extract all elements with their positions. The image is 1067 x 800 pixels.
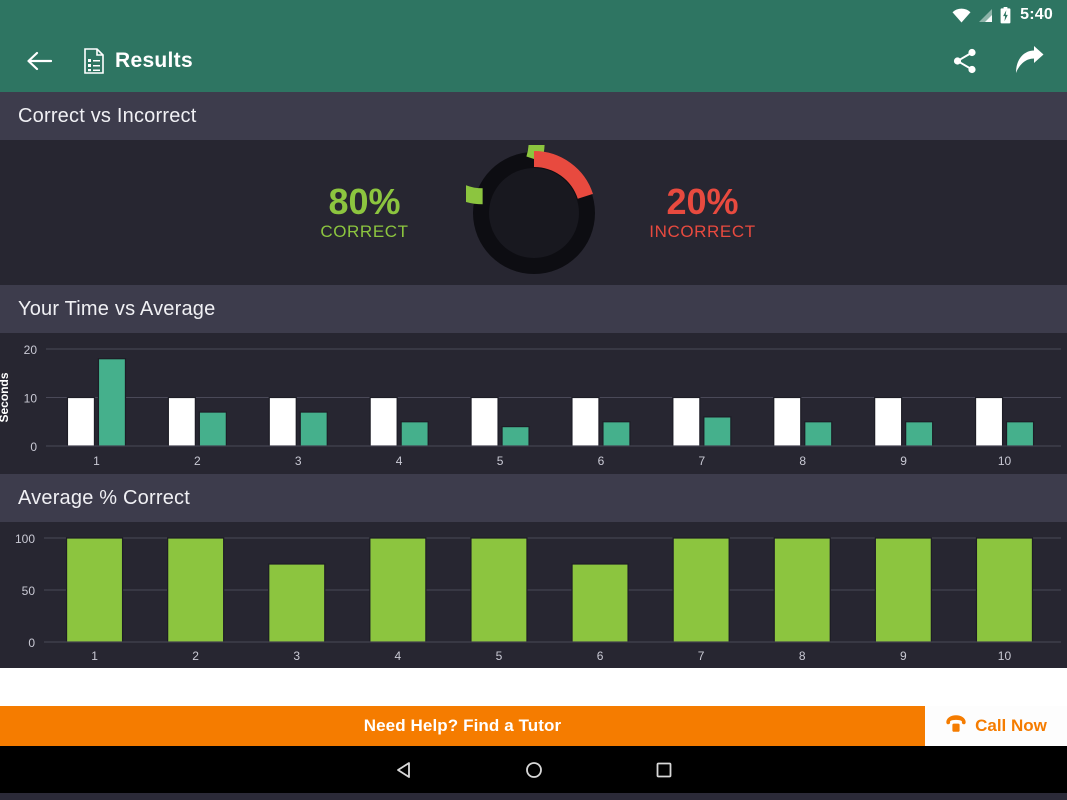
bar bbox=[571, 563, 629, 643]
donut-chart bbox=[465, 144, 602, 281]
y-tick-label: 100 bbox=[15, 532, 35, 546]
bar bbox=[369, 537, 427, 643]
x-tick-label: 4 bbox=[396, 454, 403, 468]
battery-charging-icon bbox=[1000, 6, 1011, 24]
x-tick-label: 2 bbox=[194, 454, 201, 468]
bar bbox=[470, 537, 528, 643]
status-time: 5:40 bbox=[1020, 6, 1053, 23]
bar bbox=[167, 396, 196, 447]
bar bbox=[1005, 421, 1035, 447]
status-bar: 5:40 bbox=[0, 0, 1067, 30]
bar bbox=[874, 396, 903, 447]
x-tick-label: 10 bbox=[998, 649, 1012, 663]
bar bbox=[703, 416, 732, 447]
x-tick-label: 9 bbox=[900, 649, 907, 663]
bar bbox=[571, 396, 600, 447]
x-tick-label: 1 bbox=[91, 649, 98, 663]
incorrect-percent: 20% bbox=[666, 180, 739, 222]
x-tick-label: 7 bbox=[698, 649, 705, 663]
y-tick-label: 20 bbox=[24, 343, 38, 357]
bar bbox=[501, 425, 530, 447]
correct-stat: 80% CORRECT bbox=[280, 180, 450, 243]
average-correct-chart-svg: 0 50 100 1 2 3 4 5 6 7 8 9 10 bbox=[15, 532, 1061, 663]
forward-arrow-icon[interactable] bbox=[1013, 45, 1045, 77]
ad-text: Need Help? Find a Tutor bbox=[363, 716, 562, 735]
arrow-back-icon[interactable] bbox=[26, 50, 52, 72]
correct-label: CORRECT bbox=[320, 222, 409, 242]
bar bbox=[470, 396, 499, 447]
bar bbox=[905, 421, 934, 447]
section-header-correct-vs-incorrect: Correct vs Incorrect bbox=[0, 92, 1067, 140]
call-now-label: Call Now bbox=[975, 716, 1047, 735]
x-tick-label: 6 bbox=[597, 649, 604, 663]
call-now-button[interactable]: Call Now bbox=[925, 706, 1067, 746]
bar bbox=[874, 537, 932, 643]
time-chart-svg: 0 10 20 Seconds 1 2 3 4 5 6 7 8 9 10 bbox=[0, 343, 1061, 468]
section-title: Your Time vs Average bbox=[18, 297, 216, 320]
average-correct-chart: 0 50 100 1 2 3 4 5 6 7 8 9 10 bbox=[0, 522, 1067, 668]
x-tick-label: 8 bbox=[799, 454, 806, 468]
y-tick-label: 10 bbox=[24, 392, 38, 406]
toolbar: Results bbox=[0, 30, 1067, 92]
android-nav-bar bbox=[0, 746, 1067, 793]
bar bbox=[167, 537, 225, 643]
x-tick-label: 3 bbox=[295, 454, 302, 468]
share-icon[interactable] bbox=[951, 47, 979, 75]
section-title: Correct vs Incorrect bbox=[18, 104, 197, 127]
bar bbox=[400, 421, 429, 447]
nav-recents-square-icon[interactable] bbox=[654, 760, 674, 780]
cell-signal-icon bbox=[978, 8, 993, 23]
bar bbox=[97, 358, 127, 447]
bar bbox=[198, 411, 227, 447]
nav-back-triangle-icon[interactable] bbox=[394, 760, 414, 780]
bar bbox=[65, 537, 124, 643]
nav-home-circle-icon[interactable] bbox=[524, 760, 544, 780]
telephone-icon bbox=[945, 714, 967, 738]
x-tick-label: 10 bbox=[998, 454, 1012, 468]
x-tick-label: 5 bbox=[497, 454, 504, 468]
bar bbox=[975, 537, 1034, 643]
bar bbox=[602, 421, 631, 447]
bar bbox=[773, 396, 802, 447]
x-tick-label: 2 bbox=[192, 649, 199, 663]
incorrect-stat: 20% INCORRECT bbox=[618, 180, 788, 243]
x-tick-label: 3 bbox=[293, 649, 300, 663]
bar bbox=[299, 411, 328, 447]
x-tick-label: 9 bbox=[900, 454, 907, 468]
correct-percent: 80% bbox=[328, 180, 401, 222]
bar bbox=[974, 396, 1004, 447]
page-title: Results bbox=[115, 49, 193, 72]
bar bbox=[369, 396, 398, 447]
bar bbox=[268, 396, 297, 447]
x-tick-label: 8 bbox=[799, 649, 806, 663]
x-tick-label: 1 bbox=[93, 454, 100, 468]
section-header-time-vs-average: Your Time vs Average bbox=[0, 285, 1067, 333]
time-vs-average-chart: 0 10 20 Seconds 1 2 3 4 5 6 7 8 9 10 bbox=[0, 333, 1067, 474]
bar bbox=[268, 563, 326, 643]
y-tick-label: 50 bbox=[22, 584, 36, 598]
y-tick-label: 0 bbox=[28, 636, 35, 650]
x-tick-label: 6 bbox=[598, 454, 605, 468]
bar bbox=[672, 396, 701, 447]
tutor-ad-banner: Need Help? Find a Tutor Call Now bbox=[0, 706, 1067, 746]
y-tick-label: 0 bbox=[30, 440, 37, 454]
find-tutor-button[interactable]: Need Help? Find a Tutor bbox=[0, 706, 925, 746]
bar bbox=[66, 396, 96, 447]
y-axis-label: Seconds bbox=[0, 372, 11, 422]
bar bbox=[672, 537, 730, 643]
x-tick-label: 5 bbox=[496, 649, 503, 663]
x-tick-label: 7 bbox=[699, 454, 706, 468]
x-tick-label: 4 bbox=[395, 649, 402, 663]
content-gap bbox=[0, 668, 1067, 706]
wifi-icon bbox=[952, 8, 971, 23]
donut-chart-panel: 80% CORRECT 20% INCORRECT bbox=[0, 140, 1067, 285]
bar bbox=[804, 421, 833, 447]
incorrect-label: INCORRECT bbox=[649, 222, 756, 242]
section-header-average-correct: Average % Correct bbox=[0, 474, 1067, 522]
section-title: Average % Correct bbox=[18, 486, 190, 509]
results-document-icon bbox=[84, 48, 104, 74]
bar bbox=[773, 537, 831, 643]
